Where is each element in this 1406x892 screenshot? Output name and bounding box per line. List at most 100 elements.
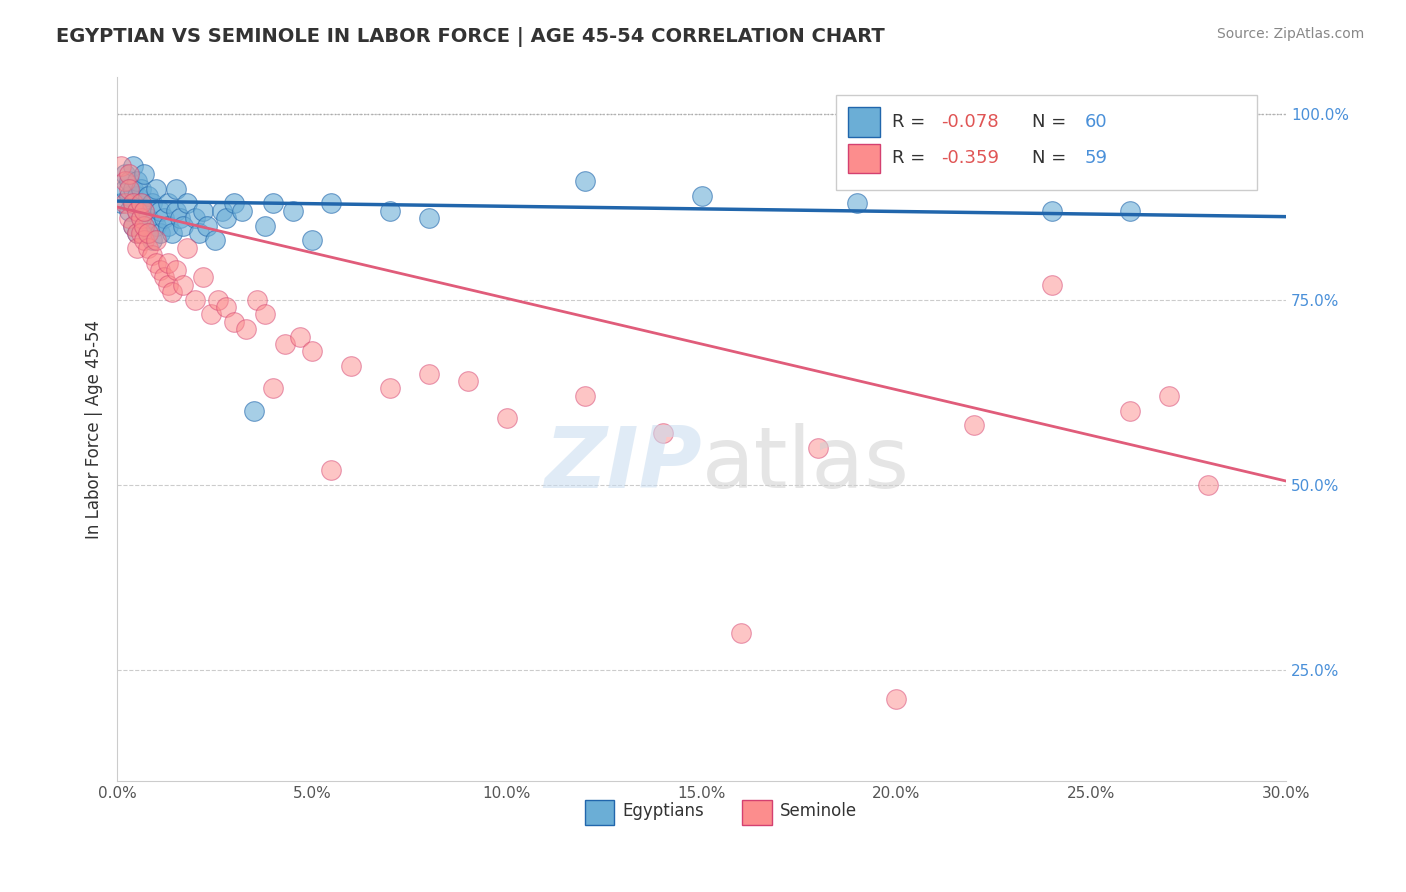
Point [145, 181, 167, 195]
Point [807, 441, 830, 455]
Text: 60: 60 [1085, 112, 1108, 131]
Point [125, 241, 148, 255]
Point [169, 211, 191, 226]
Point [121, 159, 143, 173]
Point [134, 233, 156, 247]
FancyBboxPatch shape [837, 95, 1257, 190]
Point [963, 418, 986, 433]
Point [418, 211, 440, 226]
Point [1157, 389, 1180, 403]
Point [184, 293, 207, 307]
Point [273, 337, 295, 351]
Point [262, 381, 284, 395]
Point [191, 203, 214, 218]
Point [138, 189, 160, 203]
Point [378, 203, 401, 218]
Point [165, 203, 187, 218]
Point [134, 219, 156, 233]
Point [145, 255, 167, 269]
Point [418, 367, 440, 381]
Point [184, 211, 207, 226]
Point [495, 411, 517, 425]
Point [207, 293, 229, 307]
Point [121, 181, 143, 195]
Point [129, 196, 152, 211]
Point [118, 203, 141, 218]
Point [1119, 203, 1142, 218]
Point [242, 403, 264, 417]
Point [235, 322, 257, 336]
Point [215, 211, 238, 226]
Point [200, 307, 222, 321]
Point [138, 241, 160, 255]
Point [121, 219, 143, 233]
Point [125, 203, 148, 218]
Point [125, 226, 148, 240]
Point [188, 226, 211, 240]
Point [125, 189, 148, 203]
Point [134, 203, 156, 218]
Point [149, 263, 172, 277]
Point [125, 174, 148, 188]
Point [176, 241, 198, 255]
Text: atlas: atlas [702, 423, 910, 506]
Point [118, 181, 141, 195]
Point [141, 196, 163, 211]
Point [138, 211, 160, 226]
Text: Seminole: Seminole [780, 802, 858, 820]
Text: -0.078: -0.078 [941, 112, 998, 131]
Point [138, 226, 160, 240]
FancyBboxPatch shape [585, 800, 614, 824]
Point [156, 219, 179, 233]
Point [114, 181, 136, 195]
Point [114, 174, 136, 188]
Point [138, 226, 160, 240]
Point [246, 293, 269, 307]
Point [457, 374, 479, 388]
Point [1040, 203, 1063, 218]
Point [145, 219, 167, 233]
Point [160, 285, 183, 300]
Text: N =: N = [1032, 112, 1073, 131]
Point [340, 359, 363, 374]
Point [281, 203, 304, 218]
Point [129, 211, 152, 226]
Y-axis label: In Labor Force | Age 45-54: In Labor Force | Age 45-54 [86, 319, 103, 539]
Point [211, 203, 233, 218]
Point [231, 203, 253, 218]
Point [118, 167, 141, 181]
Point [129, 181, 152, 195]
Point [574, 174, 596, 188]
Text: Egyptians: Egyptians [621, 802, 704, 820]
Point [222, 315, 245, 329]
Point [121, 196, 143, 211]
Point [172, 277, 194, 292]
Point [141, 233, 163, 247]
Point [114, 196, 136, 211]
Point [121, 219, 143, 233]
Point [886, 692, 908, 706]
Point [149, 226, 172, 240]
Point [254, 307, 277, 321]
Point [134, 219, 156, 233]
Point [118, 189, 141, 203]
Point [290, 329, 312, 343]
FancyBboxPatch shape [848, 144, 880, 173]
Point [301, 233, 323, 247]
Text: Source: ZipAtlas.com: Source: ZipAtlas.com [1216, 27, 1364, 41]
Point [134, 203, 156, 218]
Point [145, 233, 167, 247]
Point [153, 270, 176, 285]
Text: R =: R = [891, 112, 931, 131]
Point [176, 196, 198, 211]
Point [129, 196, 152, 211]
Point [191, 270, 214, 285]
Text: N =: N = [1032, 149, 1073, 168]
Point [118, 174, 141, 188]
Point [165, 263, 187, 277]
Text: EGYPTIAN VS SEMINOLE IN LABOR FORCE | AGE 45-54 CORRELATION CHART: EGYPTIAN VS SEMINOLE IN LABOR FORCE | AG… [56, 27, 884, 46]
Point [129, 211, 152, 226]
Point [1119, 403, 1142, 417]
Point [215, 300, 238, 314]
Point [125, 203, 148, 218]
